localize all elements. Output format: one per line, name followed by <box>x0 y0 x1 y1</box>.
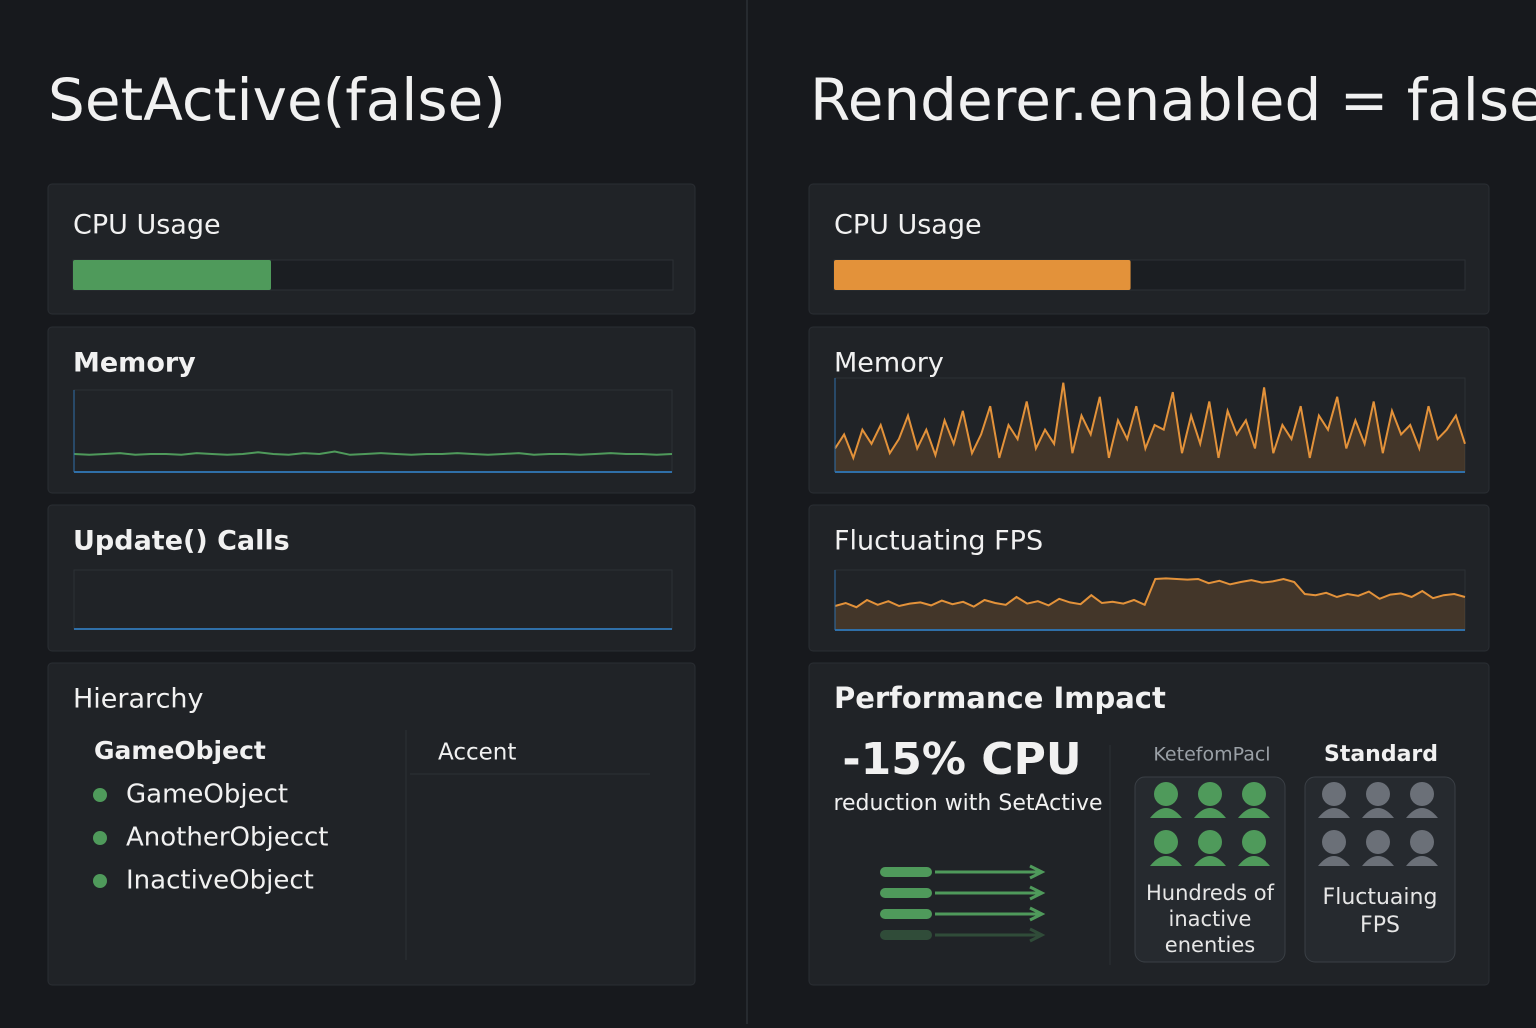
card <box>808 504 1490 652</box>
face-icon <box>1318 808 1350 818</box>
area <box>835 578 1465 630</box>
icon-card <box>1134 776 1286 963</box>
side-header: Accent <box>438 740 516 766</box>
face-icon <box>1238 856 1270 866</box>
arrow-icon <box>935 906 1046 922</box>
line <box>73 450 673 456</box>
card-label: CPU Usage <box>834 210 982 241</box>
hierarchy-item: GameObject <box>126 780 288 810</box>
card <box>47 183 696 315</box>
icon-card <box>1304 776 1456 963</box>
arrow-icon <box>880 930 932 940</box>
caption-box: Hundreds of inactive enenties <box>1145 881 1275 957</box>
face-icon <box>1154 830 1178 854</box>
face-icon <box>1242 830 1266 854</box>
card <box>808 326 1490 494</box>
card-label: Hierarchy <box>73 684 204 715</box>
hierarchy-item: AnotherObjecct <box>126 823 329 853</box>
card-caption: Fluctuaing FPS <box>1322 885 1438 938</box>
line <box>834 577 1466 609</box>
face-icon <box>1362 856 1394 866</box>
arrow-icon <box>880 888 932 898</box>
face-icon <box>1322 782 1346 806</box>
card-header: KetefomPacl <box>1153 744 1270 766</box>
card <box>47 504 696 652</box>
card-label: Memory <box>73 348 196 379</box>
card-label: Performance Impact <box>834 681 1166 715</box>
card-label: Update() Calls <box>73 526 290 557</box>
card <box>808 183 1490 315</box>
status-dot <box>93 831 107 845</box>
card <box>47 326 696 494</box>
card-label: Fluctuating FPS <box>834 526 1043 557</box>
card-caption: Hundreds of inactive enenties <box>1145 881 1275 957</box>
card-label: CPU Usage <box>73 210 221 241</box>
face-icon <box>1406 856 1438 866</box>
card-label: Memory <box>834 348 944 379</box>
caption-box: Fluctuaing FPS <box>1322 885 1438 938</box>
left-title: SetActive(false) <box>48 66 506 134</box>
status-dot <box>93 874 107 888</box>
face-icon <box>1194 856 1226 866</box>
face-icon <box>1198 830 1222 854</box>
face-icon <box>1198 782 1222 806</box>
arrow-icon <box>935 864 1046 880</box>
face-icon <box>1242 782 1266 806</box>
face-icon <box>1362 808 1394 818</box>
arrow-icon <box>880 909 932 919</box>
arrow-icon <box>880 867 932 877</box>
cpu-bar <box>73 260 271 290</box>
face-icon <box>1322 830 1346 854</box>
cpu-bar <box>834 260 1131 290</box>
card <box>47 662 696 986</box>
face-icon <box>1410 782 1434 806</box>
face-icon <box>1406 808 1438 818</box>
face-icon <box>1366 830 1390 854</box>
arrow-icon <box>935 927 1046 943</box>
face-icon <box>1410 830 1434 854</box>
right-title: Renderer.enabled = false <box>810 66 1536 134</box>
arrow-icon <box>935 885 1046 901</box>
hierarchy-item: InactiveObject <box>126 866 314 896</box>
face-icon <box>1238 808 1270 818</box>
line <box>834 382 1466 461</box>
headline: -15% CPU <box>842 734 1081 785</box>
subline: reduction with SetActive <box>833 791 1102 816</box>
card-header: Standard <box>1324 742 1438 767</box>
face-icon <box>1154 782 1178 806</box>
status-dot <box>93 788 107 802</box>
face-icon <box>1366 782 1390 806</box>
face-icon <box>1150 856 1182 866</box>
face-icon <box>1150 808 1182 818</box>
hierarchy-header: GameObject <box>94 736 266 765</box>
face-icon <box>1194 808 1226 818</box>
face-icon <box>1318 856 1350 866</box>
